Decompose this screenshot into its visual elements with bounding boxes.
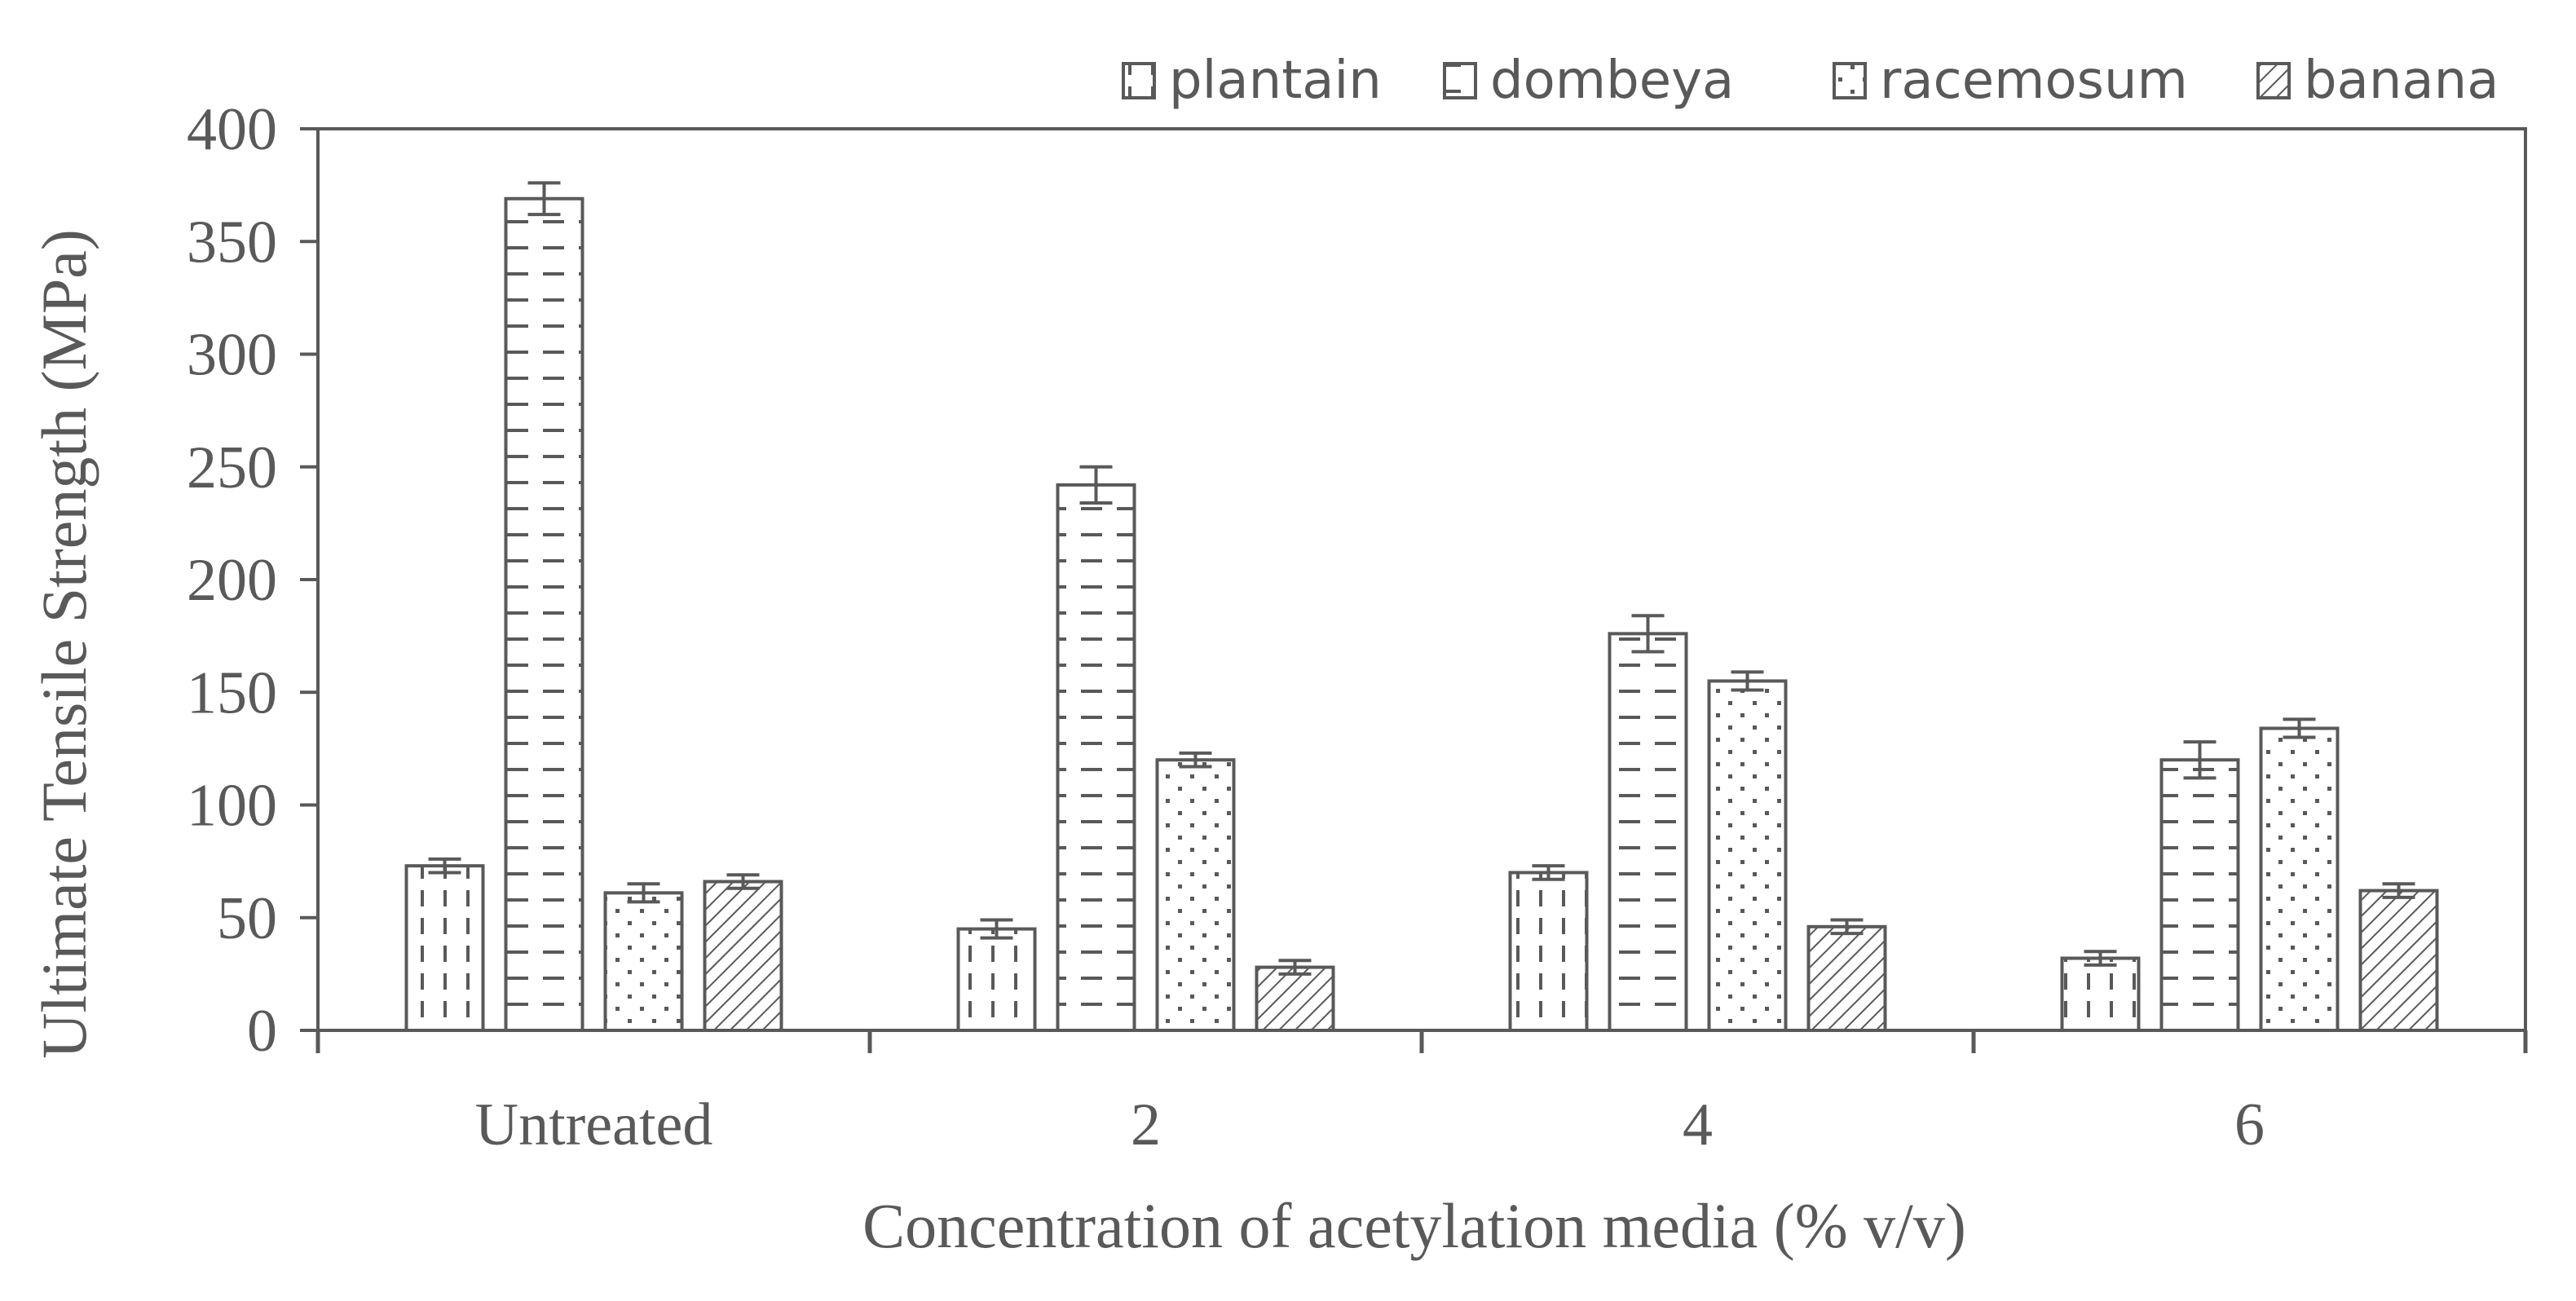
y-tick-label: 100 — [187, 773, 277, 840]
x-axis: Untreated 2 4 6 — [315, 1030, 2528, 1158]
legend: plantain dombeya racemosum banana — [1122, 51, 2499, 111]
y-tick-label: 400 — [187, 96, 277, 163]
y-axis-title: Ultimate Tensile Strength (MPa) — [29, 229, 99, 1059]
y-tick-label: 200 — [187, 547, 277, 614]
x-tick-label: 2 — [1131, 1092, 1161, 1158]
legend-label-banana: banana — [2304, 51, 2499, 111]
bar-banana — [1255, 965, 1335, 1032]
legend-swatch-plantain — [1122, 62, 1156, 99]
bars-layer — [404, 196, 2439, 1033]
bar-racemosum — [603, 891, 684, 1032]
x-tick-label: Untreated — [475, 1092, 713, 1158]
y-tick-label: 350 — [187, 209, 277, 276]
y-tick-label: 0 — [247, 998, 277, 1065]
bar-banana — [1806, 924, 1887, 1033]
bar-plantain — [404, 864, 485, 1033]
bar-plantain — [1508, 871, 1589, 1032]
bar-racemosum — [1707, 679, 1788, 1032]
legend-swatch-banana — [2256, 62, 2291, 99]
bar-racemosum — [1155, 758, 1236, 1032]
bar-dombeya — [1056, 483, 1136, 1032]
error-bars-layer — [428, 181, 2415, 976]
x-tick-label: 6 — [2234, 1092, 2265, 1158]
bar-plantain — [2060, 956, 2141, 1033]
y-tick-label: 50 — [217, 885, 277, 952]
x-tick-label: 4 — [1683, 1092, 1713, 1158]
bar-banana — [703, 880, 783, 1033]
x-axis-title: Concentration of acetylation media (% v/… — [862, 1190, 1966, 1261]
y-axis: 0 50 100 150 200 250 300 350 400 — [187, 96, 318, 1065]
legend-swatch-racemosum — [1833, 62, 1867, 99]
bar-dombeya — [2159, 758, 2240, 1032]
bar-banana — [2358, 889, 2439, 1032]
bar-racemosum — [2259, 726, 2340, 1032]
legend-swatch-dombeya — [1443, 62, 1477, 99]
y-tick-label: 250 — [187, 434, 277, 501]
legend-label-racemosum: racemosum — [1880, 51, 2188, 111]
bar-dombeya — [1608, 632, 1688, 1032]
bar-dombeya — [504, 196, 584, 1032]
y-tick-label: 300 — [187, 322, 277, 389]
legend-label-dombeya: dombeya — [1490, 51, 1734, 111]
bar-plantain — [956, 927, 1037, 1032]
legend-label-plantain: plantain — [1169, 51, 1382, 111]
y-tick-label: 150 — [187, 659, 277, 726]
